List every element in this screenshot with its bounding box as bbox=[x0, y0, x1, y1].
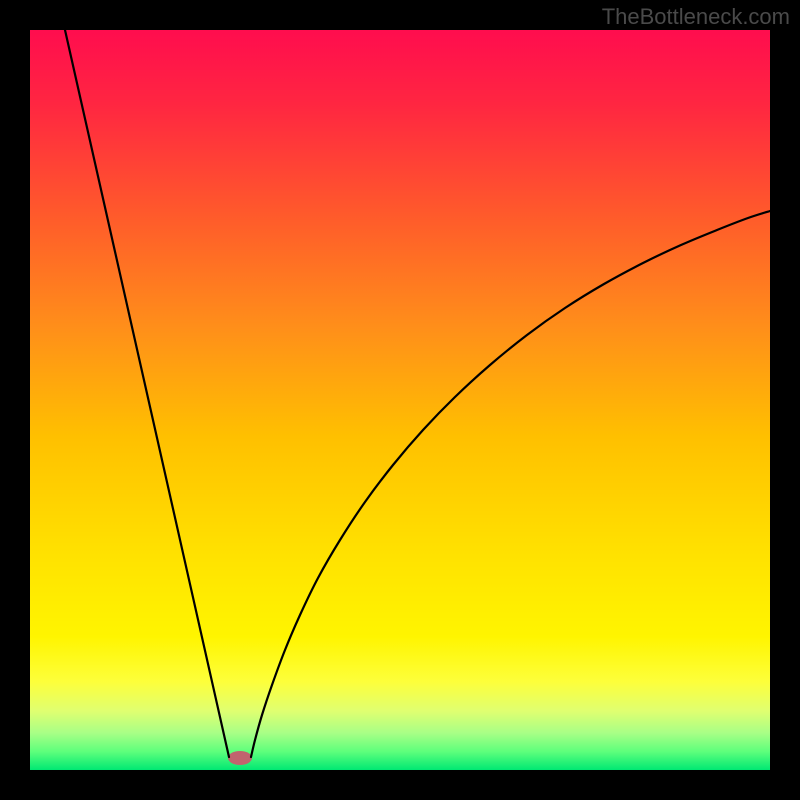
gradient-background bbox=[30, 30, 770, 770]
chart-container: TheBottleneck.com bbox=[0, 0, 800, 800]
watermark-text: TheBottleneck.com bbox=[602, 4, 790, 30]
minimum-marker bbox=[228, 751, 252, 765]
bottleneck-chart bbox=[0, 0, 800, 800]
